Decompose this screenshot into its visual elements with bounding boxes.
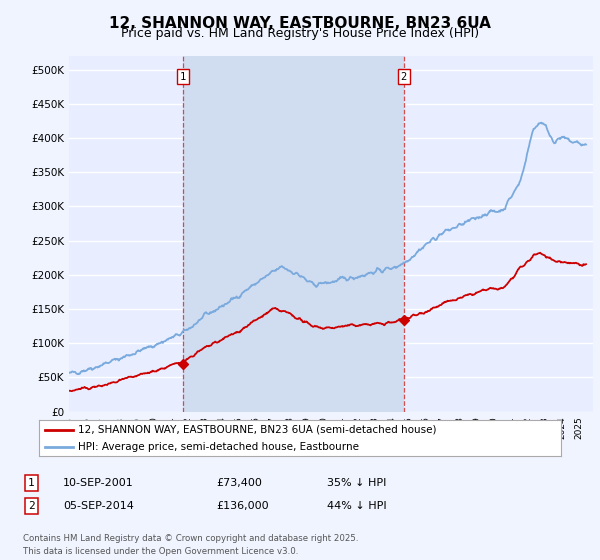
Text: 1: 1	[179, 72, 186, 82]
Text: £136,000: £136,000	[216, 501, 269, 511]
Text: 2: 2	[401, 72, 407, 82]
Text: 1: 1	[28, 478, 35, 488]
Text: 12, SHANNON WAY, EASTBOURNE, BN23 6UA (semi-detached house): 12, SHANNON WAY, EASTBOURNE, BN23 6UA (s…	[78, 425, 437, 435]
Text: £73,400: £73,400	[216, 478, 262, 488]
Text: Price paid vs. HM Land Registry's House Price Index (HPI): Price paid vs. HM Land Registry's House …	[121, 27, 479, 40]
Bar	[183, 56, 404, 412]
Text: 35% ↓ HPI: 35% ↓ HPI	[327, 478, 386, 488]
Text: 44% ↓ HPI: 44% ↓ HPI	[327, 501, 386, 511]
Text: 12, SHANNON WAY, EASTBOURNE, BN23 6UA: 12, SHANNON WAY, EASTBOURNE, BN23 6UA	[109, 16, 491, 31]
Text: 2: 2	[28, 501, 35, 511]
Text: 10-SEP-2001: 10-SEP-2001	[63, 478, 134, 488]
Text: Contains HM Land Registry data © Crown copyright and database right 2025.
This d: Contains HM Land Registry data © Crown c…	[23, 534, 358, 556]
Text: HPI: Average price, semi-detached house, Eastbourne: HPI: Average price, semi-detached house,…	[78, 442, 359, 452]
Text: 05-SEP-2014: 05-SEP-2014	[63, 501, 134, 511]
